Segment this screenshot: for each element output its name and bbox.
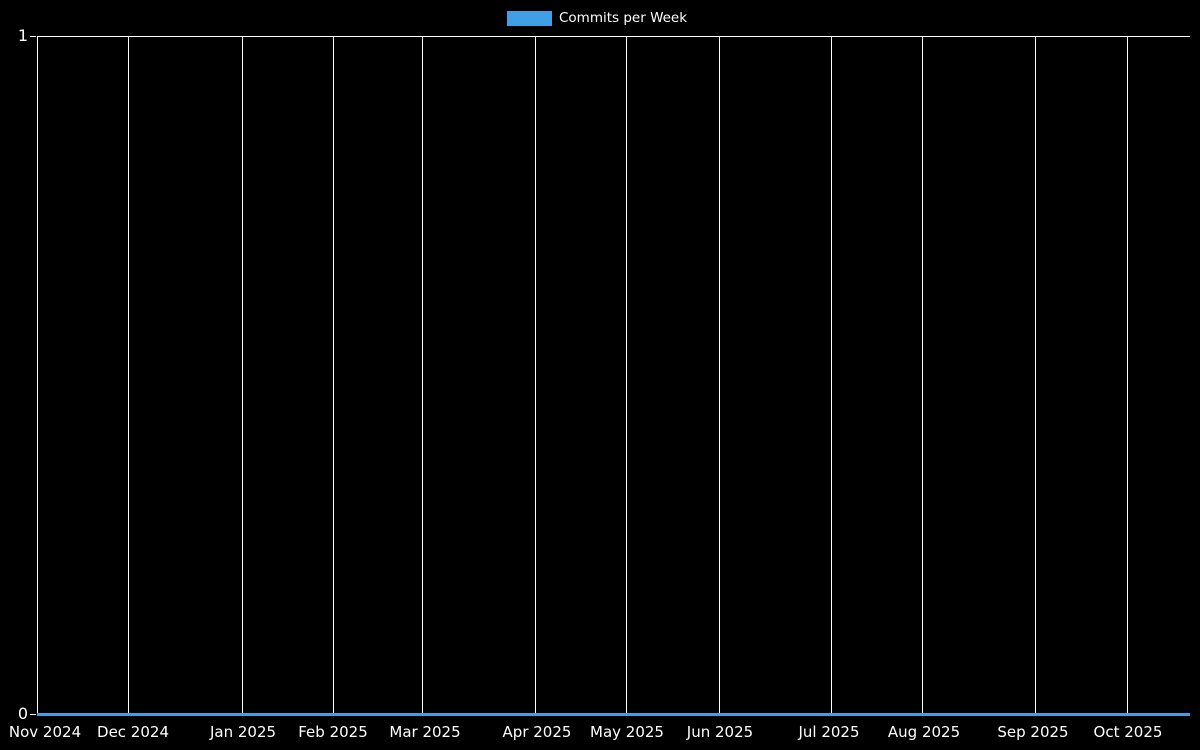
x-axis-tick-label-9: Aug 2025 [887, 723, 961, 741]
gridline-jul-2025 [831, 36, 832, 715]
x-axis-tick-label-5: Apr 2025 [502, 723, 572, 741]
y-axis-tick-mark-max [30, 36, 36, 37]
x-axis-tick-label-10: Sep 2025 [997, 723, 1069, 741]
gridline-feb-2025 [333, 36, 334, 715]
legend-entry-label: Commits per Week [559, 9, 688, 26]
plot-area [37, 36, 1190, 716]
chart-legend: Commits per Week [507, 8, 687, 28]
x-axis-tick-label-1: Dec 2024 [97, 723, 169, 741]
x-axis-tick-label-7: Jun 2025 [686, 723, 754, 741]
top-gridline [37, 36, 1190, 37]
y-axis-tick-mark-min [30, 714, 36, 715]
x-axis-tick-label-2: Jan 2025 [209, 723, 277, 741]
gridline-sep-2025 [1035, 36, 1036, 715]
gridline-apr-2025 [535, 36, 536, 715]
y-axis-line [37, 36, 38, 715]
gridline-dec-2024 [128, 36, 129, 715]
y-axis-tick-label-max: 1 [17, 26, 28, 45]
x-axis-tick-label-3: Feb 2025 [298, 723, 368, 741]
x-axis-tick-label-8: Jul 2025 [798, 723, 860, 741]
series-line-commits-per-week [37, 713, 1190, 716]
gridline-may-2025 [626, 36, 627, 715]
gridline-mar-2025 [422, 36, 423, 715]
y-axis-tick-label-min: 0 [17, 704, 28, 723]
gridline-jan-2025 [242, 36, 243, 715]
legend-color-swatch-icon [507, 10, 552, 26]
gridline-oct-2025 [1127, 36, 1128, 715]
x-axis-tick-label-0: Nov 2024 [8, 723, 82, 741]
x-axis-tick-label-6: May 2025 [590, 723, 664, 741]
gridline-jun-2025 [719, 36, 720, 715]
x-axis-tick-label-11: Oct 2025 [1093, 723, 1163, 741]
x-axis-tick-label-4: Mar 2025 [389, 723, 461, 741]
gridline-aug-2025 [922, 36, 923, 715]
